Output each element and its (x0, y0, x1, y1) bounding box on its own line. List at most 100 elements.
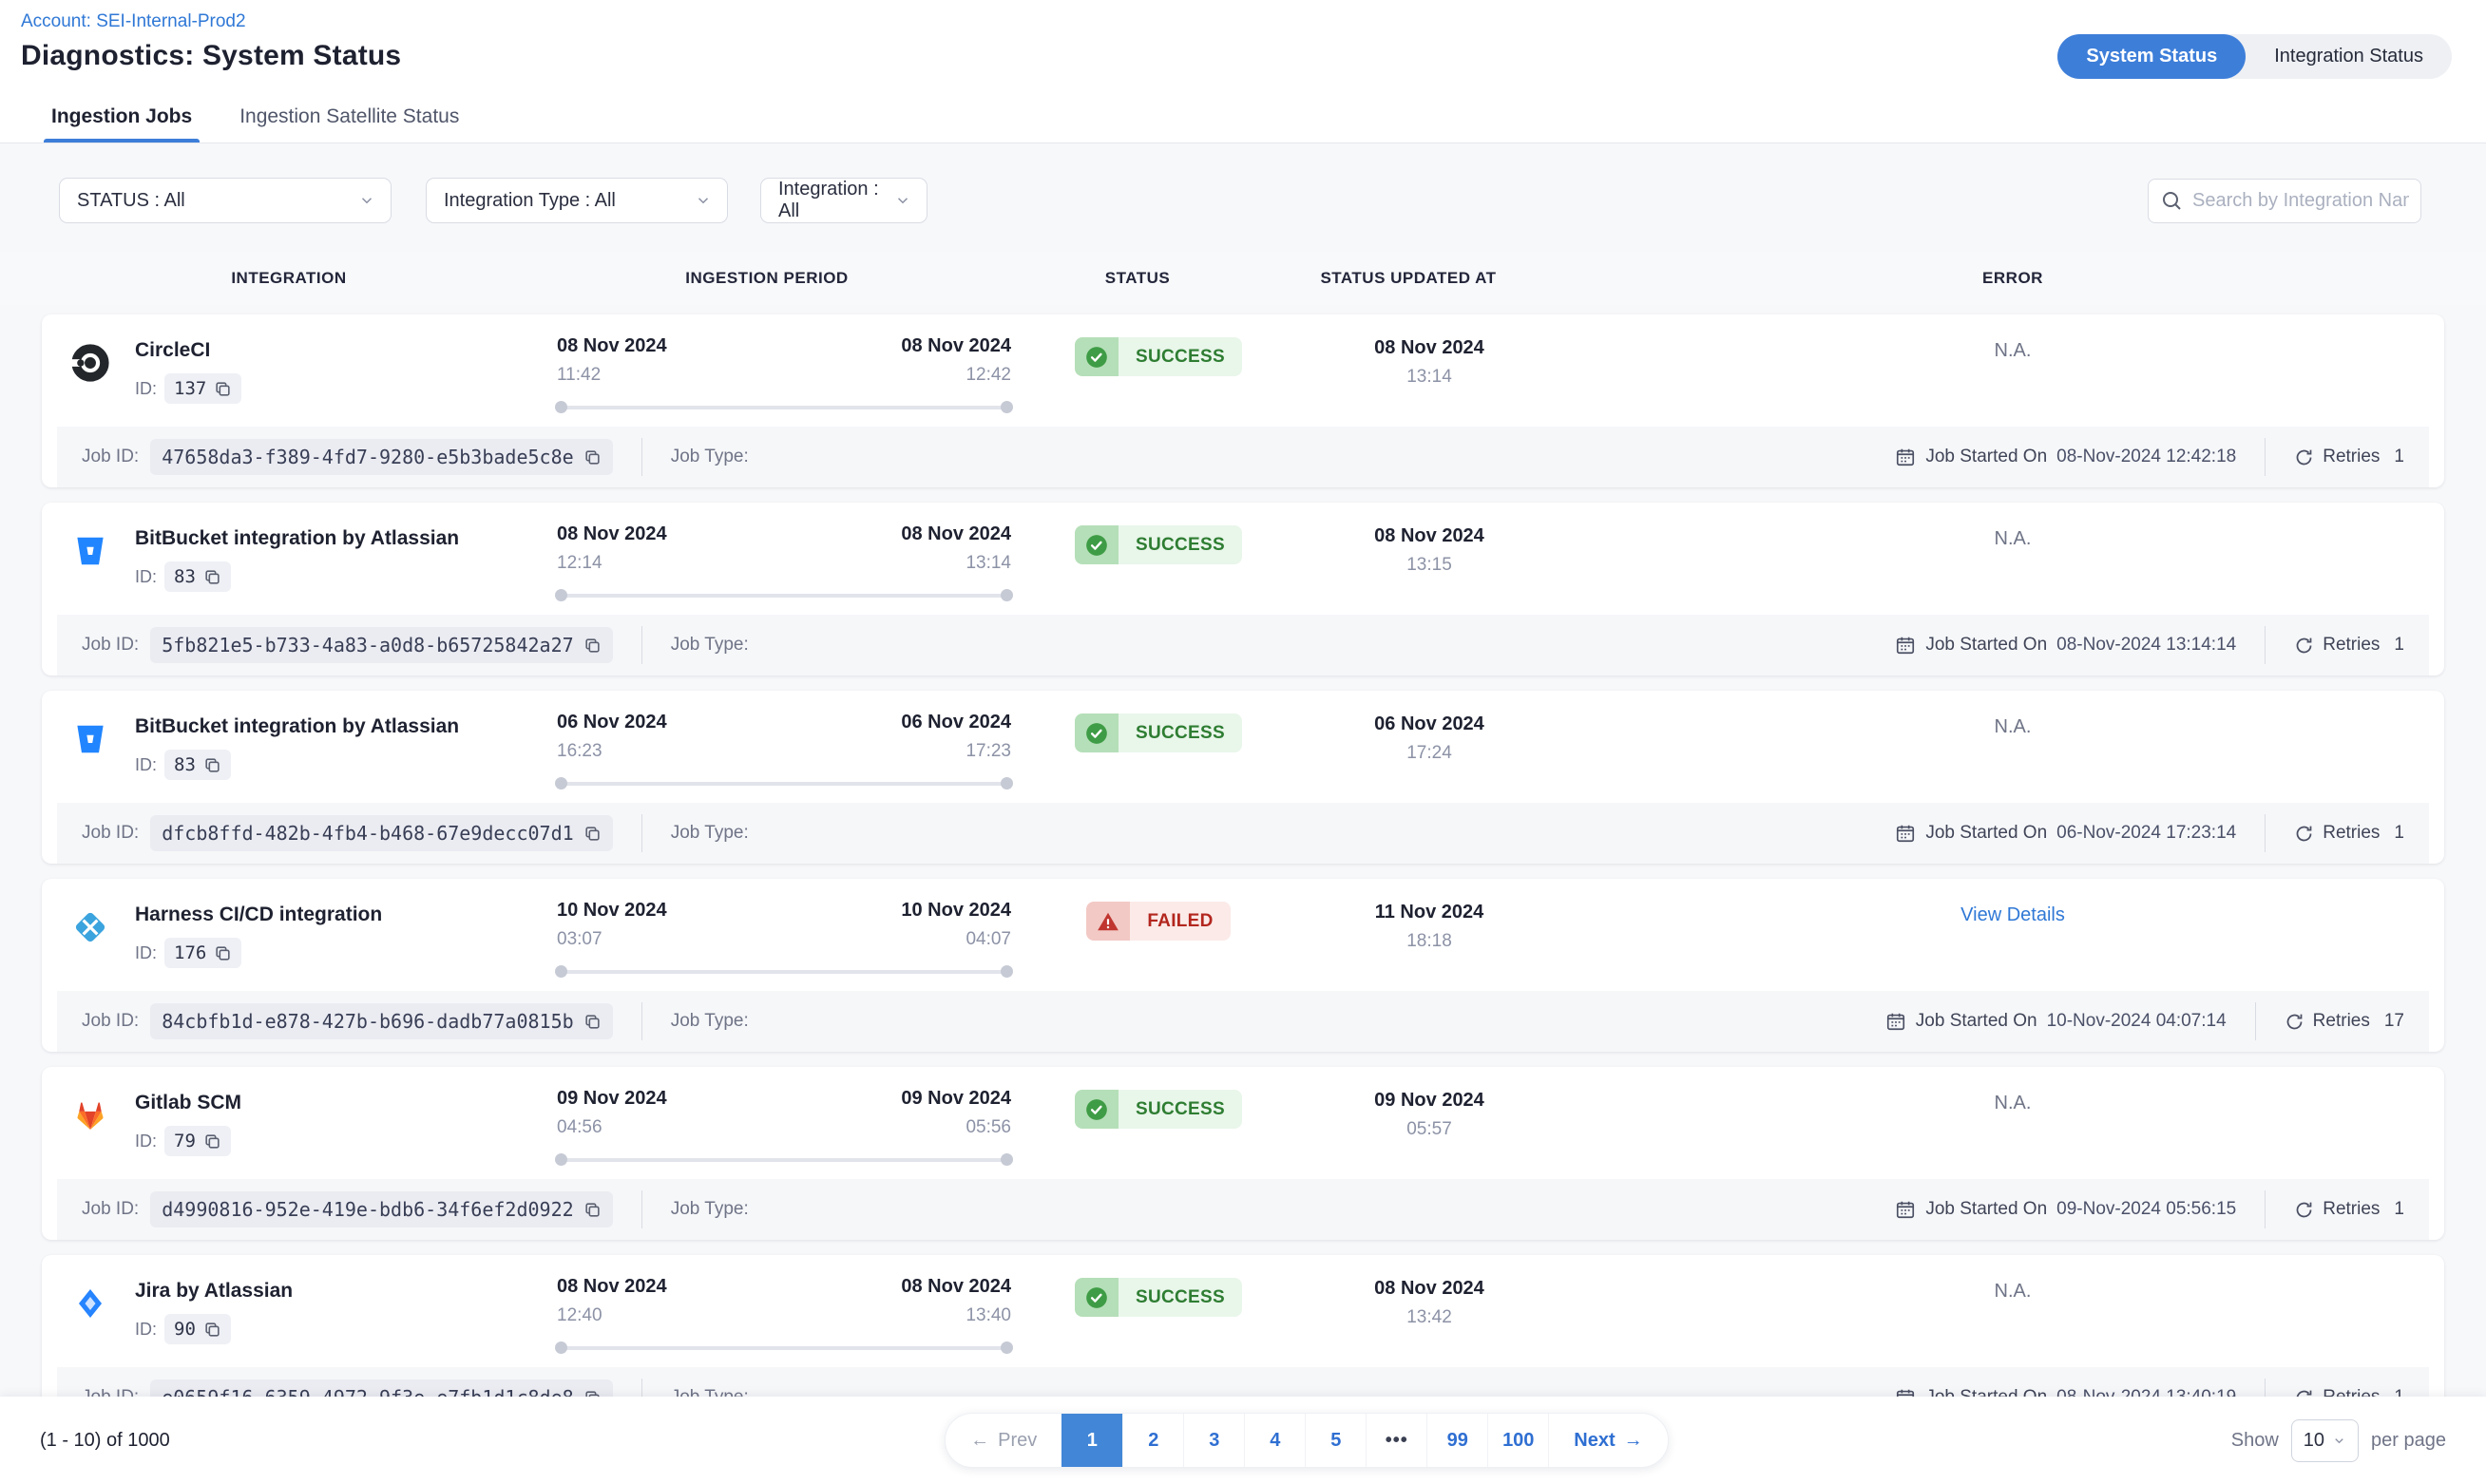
copy-icon[interactable] (583, 1013, 602, 1031)
period-start-time: 16:23 (557, 741, 602, 761)
job-started-on-datetime: 06-Nov-2024 17:23:14 (2056, 823, 2237, 843)
page-button-2[interactable]: 2 (1122, 1414, 1183, 1467)
period-end-time: 05:56 (966, 1117, 1011, 1137)
job-id-copy-pill[interactable]: 5fb821e5-b733-4a83-a0d8-b65725842a27 (150, 627, 613, 663)
integration-id-copy-pill[interactable]: 79 (164, 1126, 231, 1156)
period-end: 09 Nov 2024 05:56 (901, 1088, 1011, 1138)
job-started-on: Job Started On 08-Nov-2024 12:42:18 (1895, 447, 2236, 467)
page-button-100[interactable]: 100 (1487, 1414, 1548, 1467)
copy-icon[interactable] (203, 568, 221, 586)
integration-type-filter-value: Integration Type : All (444, 189, 616, 211)
copy-icon[interactable] (203, 756, 221, 774)
integration-id-copy-pill[interactable]: 83 (164, 750, 231, 780)
copy-icon[interactable] (214, 944, 232, 962)
error-view-details-link[interactable]: View Details (1960, 904, 2065, 925)
slider-track (557, 782, 1011, 786)
retries-label: Retries (2323, 447, 2381, 466)
circleci-icon (70, 343, 110, 383)
page-button-4[interactable]: 4 (1244, 1414, 1305, 1467)
status-updated-date: 11 Nov 2024 (1374, 902, 1484, 923)
retries: Retries 1 (2294, 1199, 2404, 1220)
period-start-date: 08 Nov 2024 (557, 523, 667, 544)
integration-id-copy-pill[interactable]: 90 (164, 1314, 231, 1344)
arrow-left-icon: ← (970, 1429, 990, 1451)
ingestion-job-row: BitBucket integration by Atlassian ID: 8… (42, 691, 2444, 864)
divider (641, 626, 642, 664)
job-id-copy-pill[interactable]: 47658da3-f389-4fd7-9280-e5b3bade5c8e (150, 439, 613, 475)
refresh-icon (2294, 1200, 2314, 1220)
status-updated-time: 13:15 (1406, 555, 1452, 575)
integration-status-toggle-button[interactable]: Integration Status (2274, 46, 2423, 67)
integration-id: 137 (174, 378, 207, 399)
page-button-1[interactable]: 1 (1061, 1414, 1123, 1467)
integration-type-filter-dropdown[interactable]: Integration Type : All (426, 178, 728, 223)
retries: Retries 1 (2294, 447, 2404, 467)
job-type-label: Job Type: (670, 823, 749, 843)
status-updated-date: 08 Nov 2024 (1374, 1278, 1484, 1299)
account-breadcrumb-link[interactable]: Account: SEI-Internal-Prod2 (21, 11, 246, 31)
status-updated-time: 18:18 (1406, 931, 1452, 951)
copy-icon[interactable] (583, 637, 602, 655)
page-size-dropdown[interactable]: 10 (2290, 1418, 2360, 1462)
ingestion-job-row: Gitlab SCM ID: 79 09 Nov (42, 1067, 2444, 1240)
job-started-on: Job Started On 10-Nov-2024 04:07:14 (1885, 1011, 2227, 1032)
copy-icon[interactable] (214, 380, 232, 398)
search-input[interactable] (2192, 189, 2409, 212)
job-id-label: Job ID: (82, 823, 140, 843)
period-end: 08 Nov 2024 13:14 (901, 523, 1011, 574)
system-status-toggle-button[interactable]: System Status (2057, 34, 2247, 79)
page-button-3[interactable]: 3 (1183, 1414, 1244, 1467)
status-icon (1075, 713, 1119, 752)
refresh-icon (2294, 824, 2314, 844)
integration-id-copy-pill[interactable]: 137 (164, 373, 242, 404)
copy-icon[interactable] (203, 1132, 221, 1151)
id-label: ID: (135, 1319, 158, 1339)
integration-id-copy-pill[interactable]: 83 (164, 561, 231, 592)
slider-end-knob (1001, 965, 1013, 978)
period-end-date: 10 Nov 2024 (901, 900, 1011, 921)
job-type-label: Job Type: (670, 1199, 749, 1219)
job-id-copy-pill[interactable]: d4990816-952e-419e-bdb6-34f6ef2d0922 (150, 1191, 613, 1227)
integration-id-copy-pill[interactable]: 176 (164, 938, 242, 968)
slider-start-knob (555, 589, 567, 601)
integration-id: 83 (174, 754, 196, 775)
page-button-99[interactable]: 99 (1426, 1414, 1487, 1467)
status-updated-time: 13:42 (1406, 1307, 1452, 1327)
error-value: N.A. (1994, 716, 2032, 737)
copy-icon[interactable] (583, 448, 602, 466)
slider-end-knob (1001, 589, 1013, 601)
tab-bar: Ingestion Jobs Ingestion Satellite Statu… (0, 92, 2486, 143)
page-button-5[interactable]: 5 (1305, 1414, 1366, 1467)
job-started-on-label: Job Started On (1925, 823, 2048, 843)
column-header-error: ERROR (1982, 269, 2043, 287)
job-type-label: Job Type: (670, 635, 749, 655)
copy-icon[interactable] (583, 1201, 602, 1219)
job-id-copy-pill[interactable]: 84cbfb1d-e878-427b-b696-dadb77a0815b (150, 1003, 613, 1039)
ingestion-job-row: BitBucket integration by Atlassian ID: 8… (42, 503, 2444, 675)
status-updated-time: 17:24 (1406, 743, 1452, 763)
calendar-icon (1895, 823, 1916, 844)
prev-page-button[interactable]: ← Prev (946, 1414, 1061, 1467)
job-id-copy-pill[interactable]: dfcb8ffd-482b-4fb4-b468-67e9decc07d1 (150, 815, 613, 851)
copy-icon[interactable] (583, 825, 602, 843)
id-label: ID: (135, 942, 158, 962)
status-updated-date: 08 Nov 2024 (1374, 525, 1484, 546)
table-header: INTEGRATION INGESTION PERIOD STATUS STAT… (0, 252, 2486, 305)
tab-ingestion-jobs[interactable]: Ingestion Jobs (43, 92, 201, 143)
page-ellipsis[interactable]: ••• (1366, 1414, 1426, 1467)
period-end-time: 17:23 (966, 741, 1011, 761)
status-filter-dropdown[interactable]: STATUS : All (59, 178, 392, 223)
job-type-label: Job Type: (670, 1011, 749, 1031)
status-updated-time: 13:14 (1406, 367, 1452, 387)
period-end: 08 Nov 2024 12:42 (901, 335, 1011, 386)
copy-icon[interactable] (203, 1321, 221, 1339)
divider (641, 1190, 642, 1228)
integration-name: BitBucket integration by Atlassian (135, 527, 460, 549)
tab-ingestion-satellite-status[interactable]: Ingestion Satellite Status (239, 105, 460, 127)
integration-filter-dropdown[interactable]: Integration : All (760, 178, 927, 223)
column-header-status-updated-at: STATUS UPDATED AT (1320, 269, 1497, 287)
retries-count: 1 (2394, 1199, 2404, 1219)
divider (2265, 814, 2266, 852)
chevron-down-icon (894, 192, 911, 209)
next-page-button[interactable]: Next → (1548, 1414, 1667, 1467)
